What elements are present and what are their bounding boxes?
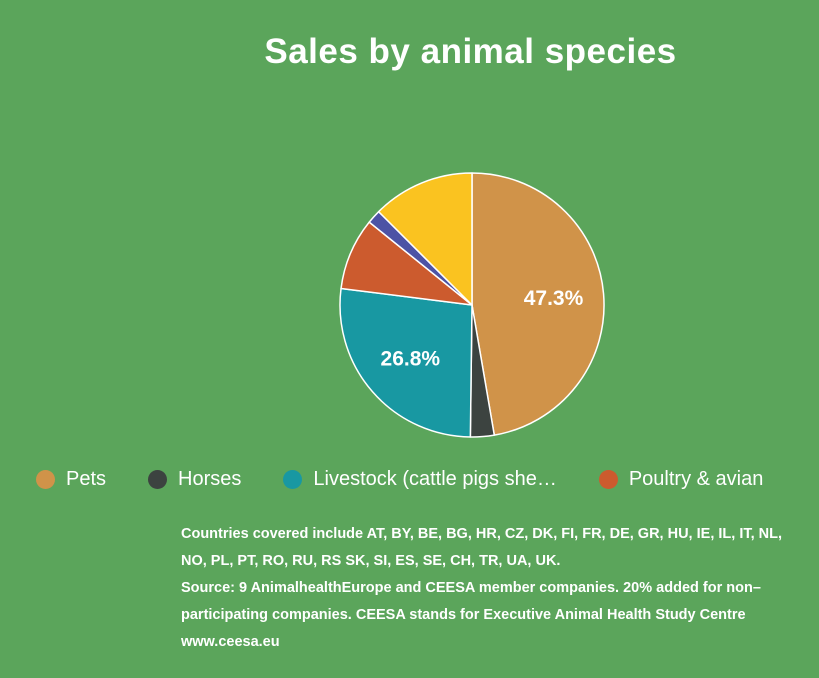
legend-swatch [36, 470, 55, 489]
pie-data-label: 47.3% [523, 287, 583, 310]
source-text: : 9 AnimalhealthEurope and CEESA member … [181, 580, 761, 623]
legend-item[interactable]: Poultry & avian [598, 468, 764, 491]
pie-slice-livestock-cattle-pigs-she[interactable] [338, 287, 473, 438]
footnote: Countries covered include AT, BY, BE, BG… [0, 521, 819, 656]
legend-swatch [598, 470, 618, 489]
legend-item[interactable]: Pets [36, 468, 106, 491]
pie-data-label: 26.8% [380, 348, 440, 371]
pie-slice-unlabeled-5[interactable] [377, 172, 473, 306]
footnote-countries: Countries covered include AT, BY, BE, BG… [181, 526, 783, 569]
pie-chart-area: 47.3% 26.8% [0, 170, 819, 440]
chart-title: Sales by animal species [264, 32, 677, 71]
legend-label: Poultry & avian [628, 468, 764, 490]
ceesa-link[interactable]: www.ceesa.eu [181, 634, 280, 650]
legend-item[interactable]: Livestock (cattle pigs she… [283, 468, 557, 491]
footnote-source: Source: 9 AnimalhealthEurope and CEESA m… [181, 575, 807, 656]
legend-item[interactable]: Horses [148, 468, 241, 491]
source-label: Source [181, 580, 231, 596]
legend-label: Livestock (cattle pigs she… [313, 468, 557, 490]
pie-chart: 47.3% 26.8% [338, 172, 605, 438]
legend-label: Pets [66, 468, 107, 490]
legend: Pets Horses Livestock (cattle pigs she… Pou… [0, 468, 819, 491]
pie-slice-pets[interactable] [470, 172, 605, 436]
legend-swatch [148, 470, 168, 489]
legend-label: Horses [178, 468, 242, 490]
legend-swatch [283, 470, 303, 489]
